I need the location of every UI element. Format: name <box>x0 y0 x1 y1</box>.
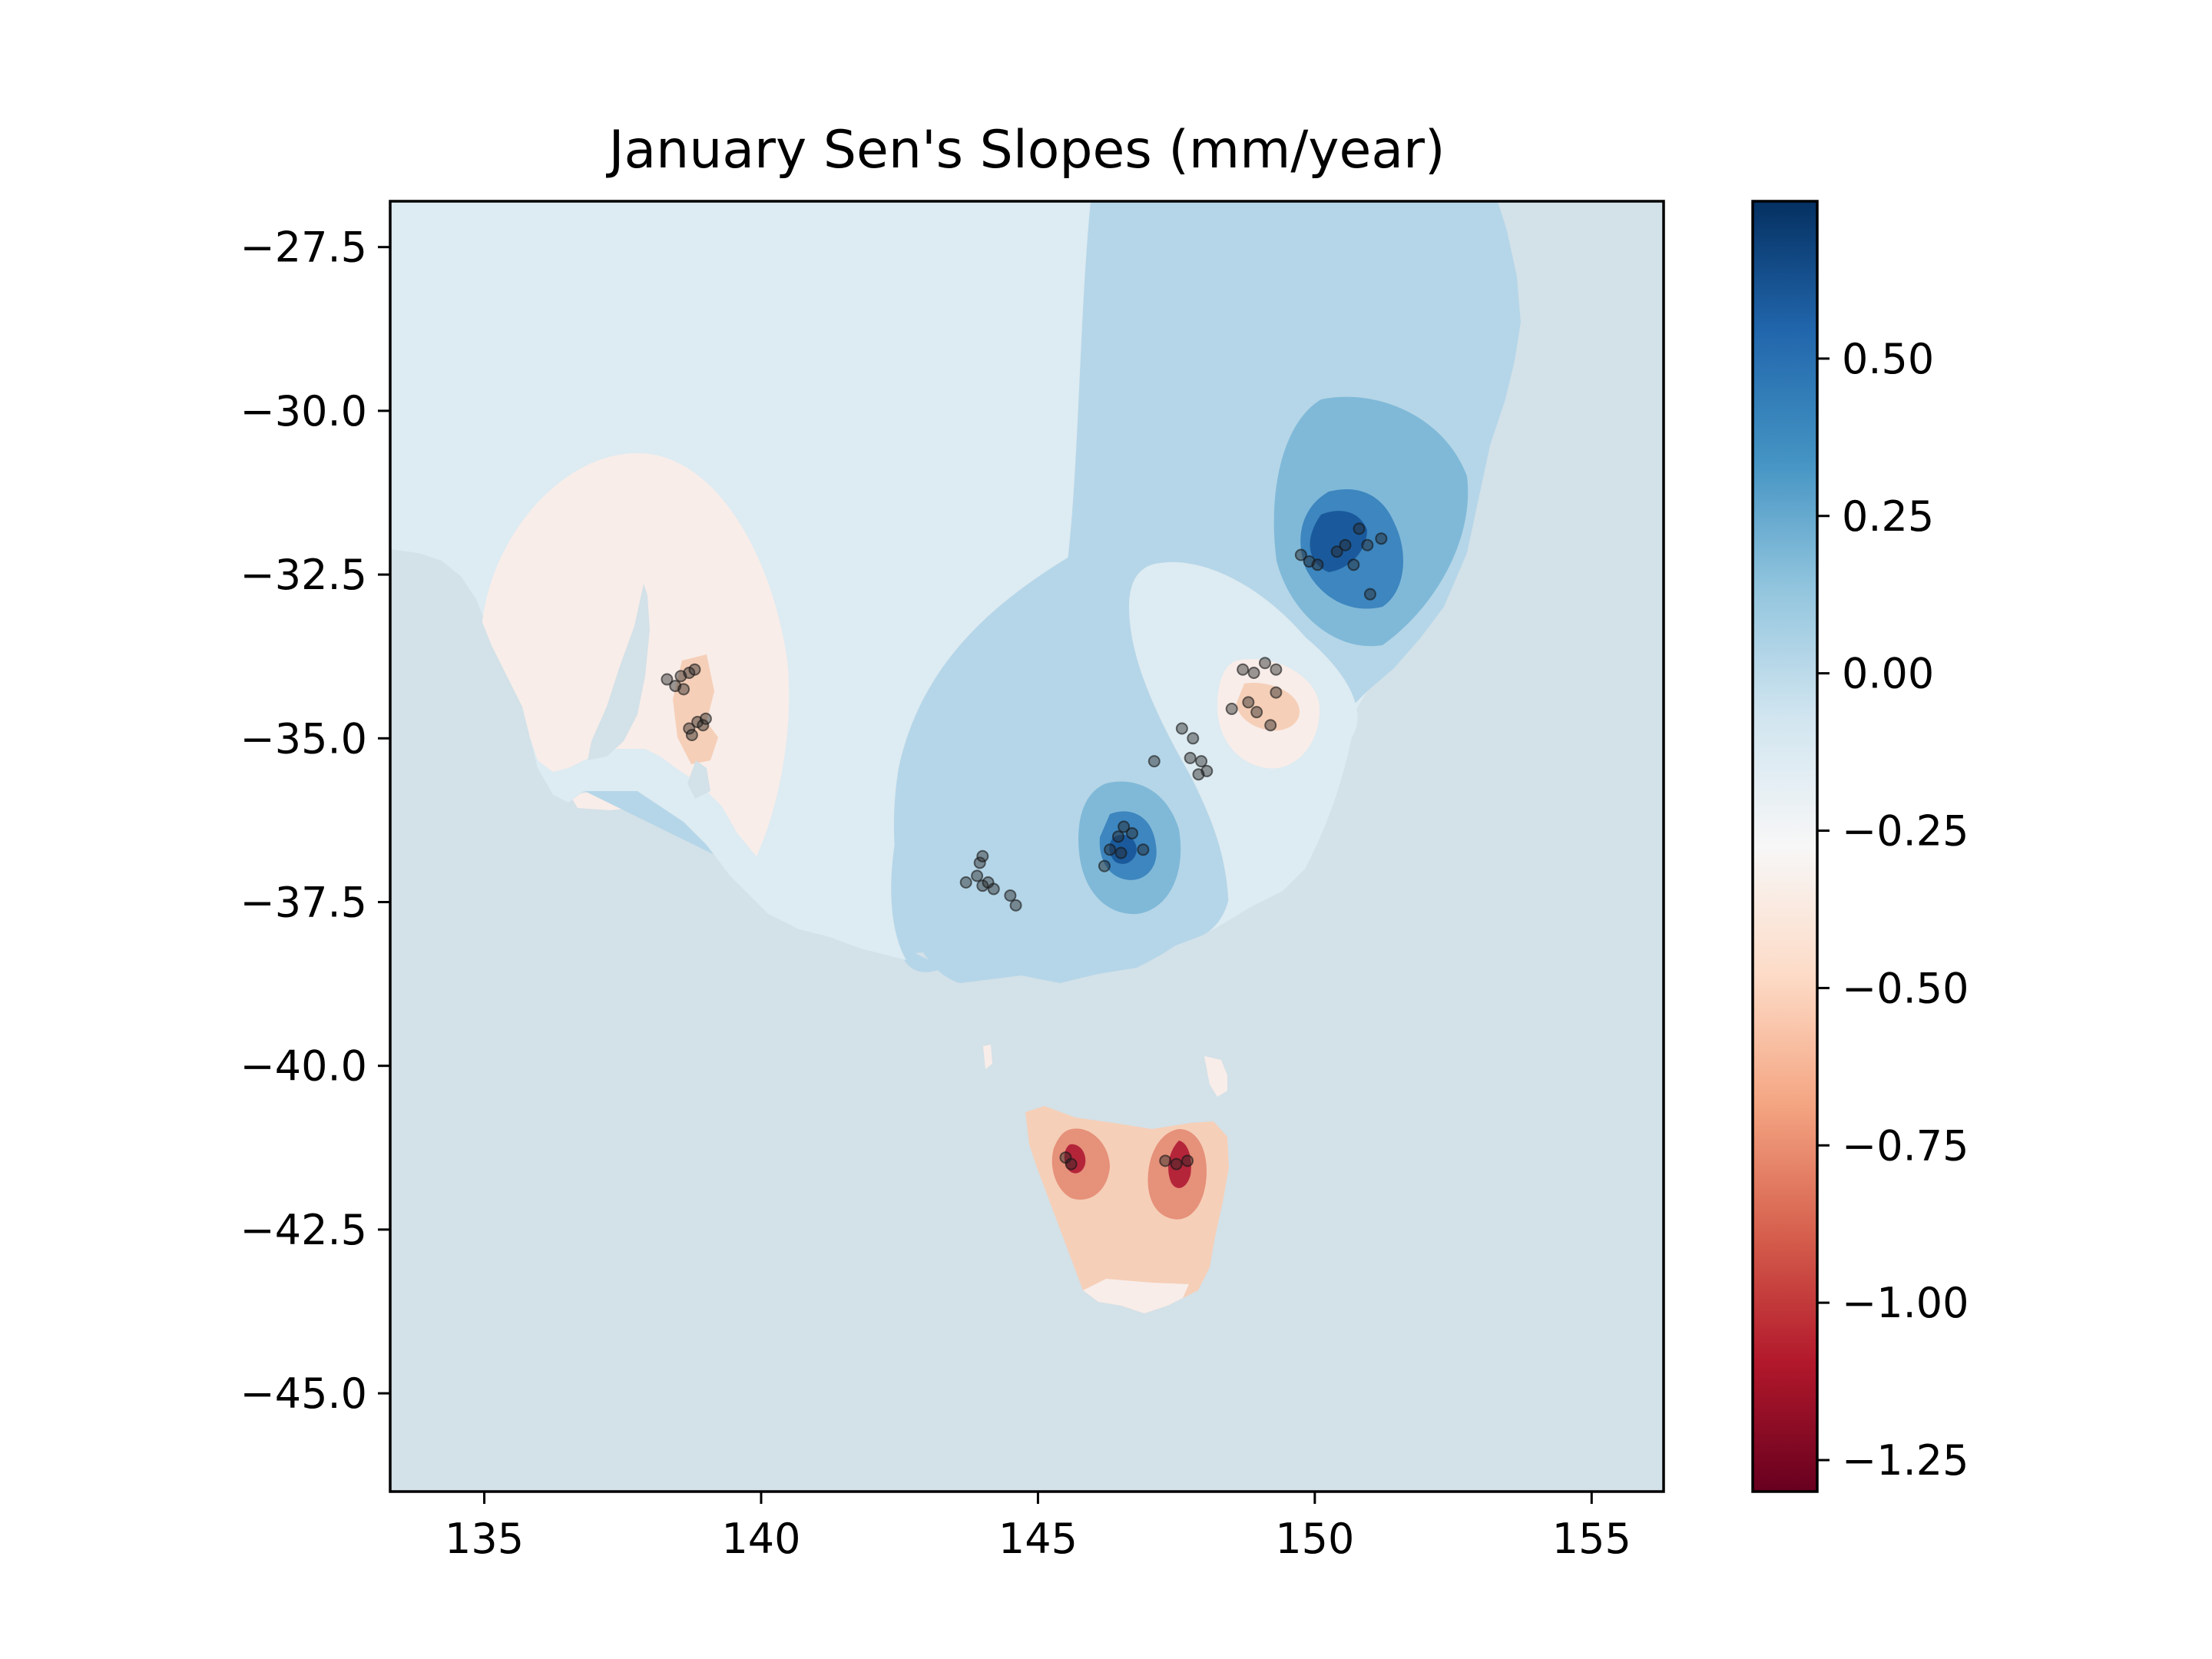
station-marker <box>1187 732 1200 745</box>
station-marker <box>683 722 696 735</box>
y-tick-label: −42.5 <box>240 1206 367 1254</box>
x-tick-label: 135 <box>445 1515 524 1563</box>
y-tick-label: −35.0 <box>240 714 367 763</box>
colorbar-tick-label: −1.25 <box>1842 1436 1969 1485</box>
king-island <box>983 1045 992 1069</box>
colorbar-tick-label: 0.00 <box>1842 650 1934 698</box>
y-tick-label: −40.0 <box>240 1042 367 1091</box>
colorbar-tick-label: 0.25 <box>1842 492 1934 541</box>
x-tick-label: 155 <box>1552 1515 1631 1563</box>
contour-nsw-blue-inner <box>1310 511 1367 572</box>
station-marker <box>1125 826 1138 839</box>
y-axis: −27.5 −30.0 −32.5 −35.0 −37.5 −40.0 −42.5 −45.0 <box>240 224 390 1418</box>
station-marker <box>1195 755 1208 768</box>
station-marker <box>1247 667 1260 680</box>
station-marker <box>1353 522 1366 535</box>
station-marker <box>1270 686 1283 699</box>
station-marker <box>1270 663 1283 676</box>
station-marker <box>1159 1154 1172 1167</box>
station-marker <box>1114 846 1128 859</box>
plot-area <box>390 201 1664 1492</box>
station-marker <box>1242 696 1255 709</box>
station-marker <box>1258 657 1271 670</box>
x-tick-label: 150 <box>1275 1515 1354 1563</box>
tasmania-north-island <box>1204 1056 1227 1097</box>
tasmania-south-edge <box>1083 1279 1189 1313</box>
contour-tas-east-inner <box>1168 1141 1191 1188</box>
x-tick-label: 140 <box>721 1515 800 1563</box>
station-marker <box>685 729 698 742</box>
chart-title: January Sen's Slopes (mm/year) <box>605 120 1445 180</box>
station-marker <box>699 712 712 725</box>
station-marker <box>1330 545 1343 558</box>
station-marker <box>1147 755 1161 768</box>
plot-frame <box>389 200 1665 1493</box>
station-marker <box>976 849 989 863</box>
station-marker <box>1137 843 1150 856</box>
station-marker <box>1175 722 1188 735</box>
station-marker <box>1004 889 1017 902</box>
y-tick-label: −45.0 <box>240 1369 367 1418</box>
colorbar-tick-label: −1.00 <box>1842 1279 1969 1327</box>
station-marker <box>1264 719 1277 732</box>
colorbar-tick-label: −0.50 <box>1842 964 1969 1012</box>
y-tick-label: −32.5 <box>240 551 367 599</box>
station-marker <box>1375 532 1388 545</box>
station-marker <box>688 663 701 676</box>
station-marker <box>1339 538 1352 551</box>
station-marker <box>1347 558 1360 571</box>
station-marker <box>1237 663 1250 676</box>
station-markers <box>661 522 1388 1171</box>
station-marker <box>697 719 710 732</box>
station-marker <box>1065 1157 1078 1171</box>
station-marker <box>971 869 984 882</box>
colorbar-gradient <box>1751 200 1819 1493</box>
station-marker <box>661 673 674 686</box>
station-marker <box>1009 899 1022 912</box>
x-axis: 135 140 145 150 155 <box>445 1492 1631 1563</box>
x-tick-label: 145 <box>998 1515 1078 1563</box>
station-marker <box>1250 706 1263 719</box>
station-marker <box>1111 830 1124 843</box>
station-marker <box>1098 859 1111 873</box>
colorbar-tick-label: 0.50 <box>1842 335 1934 383</box>
station-marker <box>1311 558 1324 571</box>
contour-tas-west-inner <box>1064 1144 1086 1174</box>
station-marker <box>677 683 690 696</box>
y-tick-label: −37.5 <box>240 878 367 926</box>
station-marker <box>1104 843 1117 856</box>
y-tick-label: −30.0 <box>240 387 367 435</box>
colorbar-tick-label: −0.75 <box>1842 1121 1969 1170</box>
colorbar: 0.50 0.25 0.00 −0.25 −0.50 −0.75 −1.00 −1.25 <box>1751 200 1969 1493</box>
station-marker <box>1170 1157 1183 1171</box>
colorbar-tick-label: −0.25 <box>1842 807 1969 856</box>
station-marker <box>973 856 986 869</box>
station-marker <box>1192 768 1205 781</box>
station-marker <box>987 882 1000 896</box>
spencer-gulf-overlay <box>588 584 650 760</box>
station-marker <box>1294 548 1307 561</box>
station-marker <box>1184 751 1197 764</box>
station-marker <box>959 876 972 889</box>
station-marker <box>1225 702 1238 715</box>
station-marker <box>1181 1154 1194 1167</box>
contour-sa-core <box>673 654 718 764</box>
contour-canberra-negative-inner <box>1237 683 1300 731</box>
gulf-st-vincent-overlay <box>687 760 710 799</box>
y-tick-label: −27.5 <box>240 224 367 272</box>
station-marker <box>1118 820 1131 833</box>
station-marker <box>1361 538 1374 551</box>
station-marker <box>1363 588 1376 601</box>
colorbar-axis: 0.50 0.25 0.00 −0.25 −0.50 −0.75 −1.00 −1.25 <box>1817 335 1969 1485</box>
